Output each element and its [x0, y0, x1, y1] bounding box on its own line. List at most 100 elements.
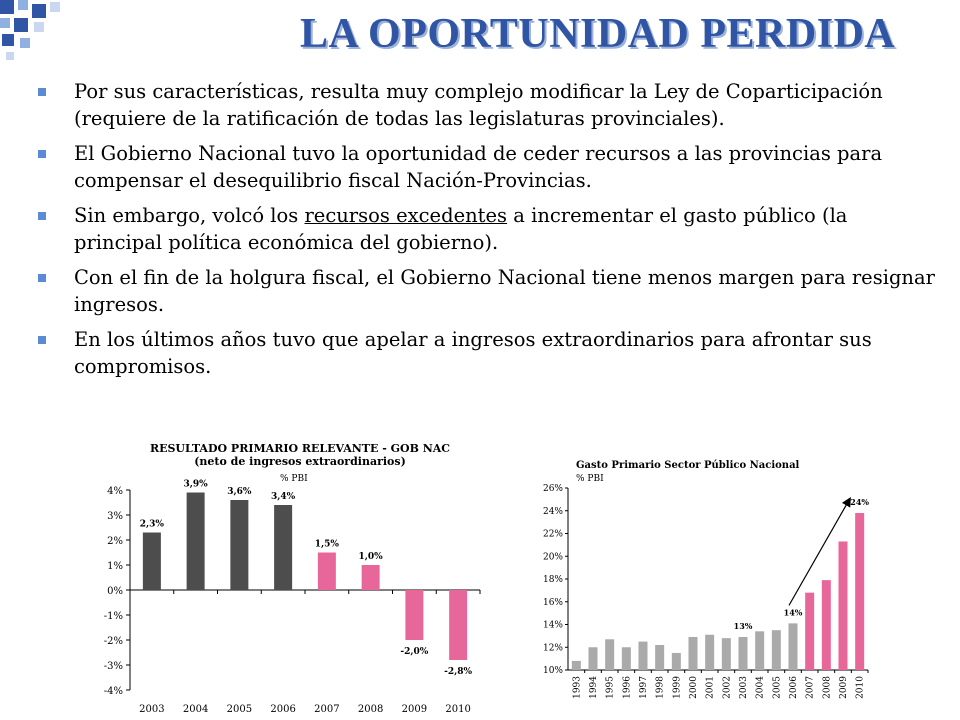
chart1-data-label: 1,0%	[359, 552, 384, 562]
chart2-y-tick-label: 10%	[543, 666, 563, 676]
chart1-y-tick-label: -3%	[104, 661, 123, 672]
chart2-y-tick-label: 16%	[543, 598, 563, 608]
bullet-text: Por sus características, resulta muy com…	[74, 80, 883, 130]
chart2-y-tick-label: 24%	[543, 507, 563, 517]
chart2-x-label: 1994	[589, 676, 599, 699]
chart1-bar	[142, 532, 161, 590]
chart2-bar	[605, 639, 615, 670]
chart1-y-tick-label: 2%	[107, 536, 123, 547]
chart2-bar	[721, 638, 731, 670]
chart2-x-label: 2009	[839, 676, 849, 699]
chart2-x-label: 1995	[606, 676, 616, 699]
slide-title: LA OPORTUNIDAD PERDIDA	[300, 11, 896, 57]
square-bullet-icon	[38, 88, 46, 96]
chart1-bar	[317, 552, 336, 590]
chart2-y-tick-label: 12%	[543, 643, 563, 653]
chart2-bar	[855, 513, 865, 670]
chart2-annotation: 13%	[734, 621, 753, 631]
chart2-x-label: 1999	[672, 676, 682, 699]
chart2-bar	[738, 637, 748, 670]
chart2-unit: % PBI	[576, 474, 604, 484]
chart2-bar	[788, 623, 798, 670]
chart2-title: Gasto Primario Sector Público Nacional	[576, 460, 800, 471]
chart2-x-label: 1997	[639, 676, 649, 699]
chart1-x-label: 2005	[227, 704, 252, 715]
bullet-list: Por sus características, resulta muy com…	[36, 78, 936, 388]
chart1-y-tick-label: 4%	[107, 486, 123, 497]
chart1-x-label: 2010	[445, 704, 470, 715]
chart2-x-label: 2000	[689, 676, 699, 699]
chart2-bar	[821, 580, 831, 670]
chart2-bar	[805, 592, 815, 670]
chart1-y-tick-label: 3%	[107, 511, 123, 522]
chart2-y-tick-label: 18%	[543, 575, 563, 585]
chart1-data-label: 3,6%	[227, 487, 252, 497]
chart2-x-label: 1996	[622, 676, 632, 699]
chart2-y-tick-label: 20%	[543, 552, 563, 562]
chart1-x-label: 2007	[314, 704, 339, 715]
chart2-y-tick-label: 14%	[543, 621, 563, 631]
bullet-text: Con el fin de la holgura fiscal, el Gobi…	[74, 266, 935, 316]
chart1-unit: % PBI	[280, 474, 308, 484]
chart1-bar	[186, 492, 205, 590]
chart2-bar	[671, 652, 681, 670]
chart1-bar	[230, 500, 249, 590]
chart2-annotation: 14%	[784, 607, 803, 617]
square-bullet-icon	[38, 212, 46, 220]
chart1-subtitle: (neto de ingresos extraordinarios)	[194, 455, 406, 468]
chart1-y-tick-label: -4%	[104, 686, 123, 697]
chart2-svg: Gasto Primario Sector Público Nacional % …	[543, 460, 869, 699]
chart2-trend-arrow	[788, 496, 851, 606]
chart2-x-label: 1993	[572, 676, 582, 699]
chart1-bar	[405, 590, 424, 640]
chart1-data-label: -2,0%	[400, 647, 428, 657]
chart2-bar	[571, 660, 581, 670]
chart2-x-label: 2002	[722, 676, 732, 699]
chart2-x-label: 2001	[706, 676, 716, 699]
chart2-x-label: 2003	[739, 676, 749, 699]
chart1-y-tick-label: 1%	[107, 561, 123, 572]
bullet-item: Con el fin de la holgura fiscal, el Gobi…	[36, 264, 936, 318]
square-bullet-icon	[38, 274, 46, 282]
bullet-text-post: a incrementar el gasto público (la princ…	[74, 204, 848, 254]
chart2-bar	[688, 637, 698, 670]
chart1-x-label: 2003	[139, 704, 164, 715]
chart1-bar	[274, 505, 293, 590]
chart2-bar	[705, 634, 715, 670]
chart2-bar	[771, 630, 781, 670]
chart2-x-label: 2004	[756, 676, 766, 699]
chart1-data-label: 3,4%	[271, 492, 296, 502]
chart1-title: RESULTADO PRIMARIO RELEVANTE - GOB NAC (…	[120, 442, 480, 468]
bullet-text: En los últimos años tuvo que apelar a in…	[74, 328, 872, 378]
chart2-x-label: 2010	[856, 676, 866, 699]
bullet-item: En los últimos años tuvo que apelar a in…	[36, 326, 936, 380]
chart2-bar	[755, 631, 765, 670]
bullet-item: Por sus características, resulta muy com…	[36, 78, 936, 132]
chart1-svg: % PBI 4% 3% 2% 1% 0% -1% -2% -3% -4% 2,3% 2003 3,9% 2…	[104, 474, 481, 715]
chart1-bar	[449, 590, 468, 660]
chart1-y-tick-label: 0%	[107, 586, 123, 597]
chart2-x-label: 2006	[789, 676, 799, 699]
chart2-x-label: 2005	[772, 676, 782, 699]
chart1-x-label: 2008	[358, 704, 383, 715]
chart2-bar	[621, 647, 631, 670]
chart1-data-label: 3,9%	[184, 480, 209, 490]
chart2-bar	[638, 641, 648, 670]
chart1-bar	[361, 565, 380, 590]
chart1-y-tick-label: -2%	[104, 636, 123, 647]
chart2-x-label: 1998	[656, 676, 666, 699]
chart2-y-tick-label: 22%	[543, 530, 563, 540]
chart1-data-label: 2,3%	[140, 520, 165, 530]
chart1-title-text: RESULTADO PRIMARIO RELEVANTE - GOB NAC	[149, 442, 451, 455]
bullet-text: El Gobierno Nacional tuvo la oportunidad…	[74, 142, 883, 192]
chart1-data-label: 1,5%	[315, 540, 340, 550]
chart2-annotation: 24%	[850, 497, 869, 507]
chart2-y-tick-label: 26%	[543, 484, 563, 494]
chart1-x-label: 2004	[183, 704, 208, 715]
chart2-x-label: 2007	[806, 676, 816, 699]
bullet-text-pre: Sin embargo, volcó los	[74, 204, 305, 227]
chart1-x-label: 2006	[270, 704, 295, 715]
bullet-item: El Gobierno Nacional tuvo la oportunidad…	[36, 140, 936, 194]
square-bullet-icon	[38, 336, 46, 344]
chart1-y-tick-label: -1%	[104, 611, 123, 622]
